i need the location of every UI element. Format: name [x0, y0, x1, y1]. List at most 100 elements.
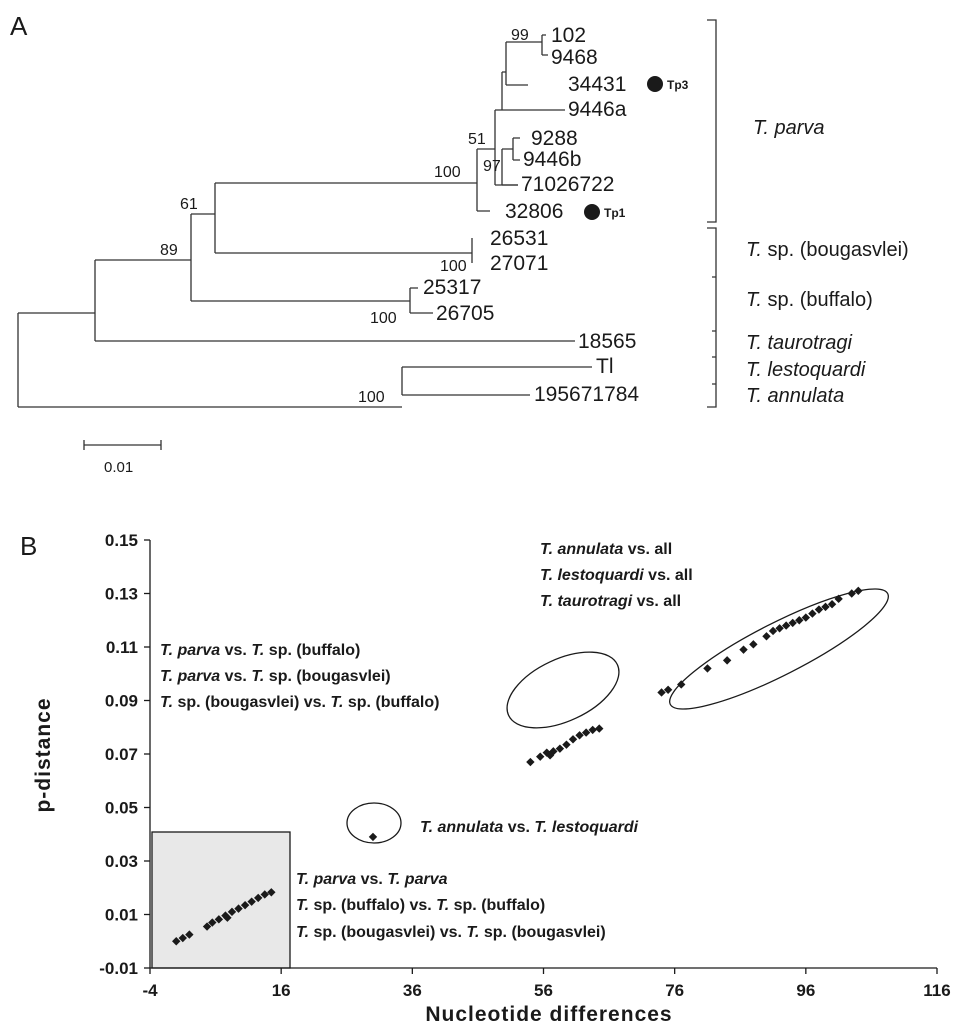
data-point [795, 616, 804, 625]
data-point [854, 586, 863, 596]
tip-9446b: 9446b [523, 148, 581, 171]
branch-node-top [501, 71, 565, 111]
tip-18565: 18565 [578, 330, 636, 353]
ann-species: T. [466, 924, 479, 941]
annotation-top: T. annulata vs. all T. lestoquardi vs. a… [540, 541, 693, 610]
branch-root [17, 312, 402, 408]
data-point [240, 900, 250, 910]
x-tick-label: 36 [403, 981, 422, 1000]
highlight-box [151, 831, 291, 969]
ellipse-mid [506, 651, 620, 729]
ann-species: T. annulata [540, 541, 623, 558]
ann-species: T. [436, 897, 449, 914]
data-point [555, 744, 565, 753]
x-axis-title: Nucleotide differences [425, 1003, 672, 1026]
ann-text: sp. (buffalo) vs. [309, 897, 436, 914]
branch-buffalo [409, 287, 433, 314]
bootstrap-100-bougasvlei: 100 [440, 258, 467, 275]
bootstrap-values: 99 51 97 100 61 89 100 100 100 [160, 27, 529, 406]
ann-species: T. [296, 897, 309, 914]
x-tick-label: 76 [665, 981, 684, 1000]
data-point [575, 731, 584, 740]
data-point [267, 888, 276, 897]
branch-node-99 [541, 34, 548, 56]
y-tick-label: 0.13 [105, 585, 138, 604]
bootstrap-100-buffalo: 100 [370, 310, 397, 327]
bracket-parva [707, 19, 717, 223]
data-point [808, 609, 817, 618]
tree-branches [17, 34, 592, 408]
scale-bar-line [83, 440, 162, 450]
clade-annulata-name: annulata [768, 385, 845, 407]
ann-species: T. [330, 694, 343, 711]
tp3-marker-icon [647, 76, 663, 92]
bracket-lower [707, 227, 717, 408]
branch-9288-9446b [512, 137, 520, 161]
ellipse-single [346, 802, 402, 844]
ann-mid-line1: T. parva vs. T. sp. (buffalo) [160, 642, 360, 659]
panel-b-label: B [20, 531, 37, 561]
clade-buffalo: T. sp. (buffalo) [746, 289, 873, 311]
tip-26531: 26531 [490, 227, 548, 250]
data-point [260, 890, 269, 899]
ann-mid-line3: T. sp. (bougasvlei) vs. T. sp. (buffalo) [160, 694, 439, 711]
ann-single-line: T. annulata vs. T. lestoquardi [420, 819, 639, 836]
ann-species: T. taurotragi [540, 593, 633, 610]
ann-mid-line2: T. parva vs. T. sp. (bougasvlei) [160, 668, 391, 685]
tip-25317: 25317 [423, 276, 481, 299]
ann-species: T. lestoquardi [534, 819, 638, 836]
tip-27071: 27071 [490, 252, 548, 275]
data-point [562, 740, 571, 749]
ann-top-line2: T. lestoquardi vs. all [540, 567, 693, 584]
ann-text: vs. all [644, 567, 693, 584]
ann-text: vs. [220, 642, 251, 659]
ann-species: T. parva [296, 871, 356, 888]
data-point [847, 589, 856, 598]
clade-lestoquardi-name: lestoquardi [768, 359, 866, 381]
annotation-bottom: T. parva vs. T. parva T. sp. (buffalo) v… [296, 871, 606, 941]
data-point [703, 664, 712, 673]
data-point [214, 915, 224, 924]
clade-taurotragi: T. taurotragi [746, 332, 853, 354]
tip-9446a: 9446a [568, 98, 627, 121]
data-point [749, 640, 758, 649]
tip-9288: 9288 [531, 127, 578, 150]
tip-9468: 9468 [551, 46, 598, 69]
data-point [788, 618, 797, 628]
genus-abbrev: T. [746, 332, 762, 354]
genus-abbrev: T. [746, 289, 762, 311]
panel-a-label: A [10, 11, 28, 41]
data-point [663, 685, 673, 694]
tip-34431: 34431 [568, 73, 626, 96]
data-point [536, 752, 545, 761]
clade-bougasvlei: T. sp. (bougasvlei) [746, 239, 909, 261]
ann-bottom-line3: T. sp. (bougasvlei) vs. T. sp. (bougasvl… [296, 924, 606, 941]
clade-brackets: T. parva T. sp. (bougasvlei) T. sp. (buf… [707, 19, 909, 408]
bootstrap-97: 97 [483, 158, 501, 175]
ann-species: T. parva [160, 642, 220, 659]
bootstrap-100-annulata: 100 [358, 389, 385, 406]
y-tick-label: 0.05 [105, 799, 138, 818]
genus-abbrev: T. [746, 359, 762, 381]
tick-layer: -4 16 36 56 76 96 116 -0.01 0.01 0.03 0.05 0.07 0.09… [99, 531, 950, 1000]
panel-b: B -4 16 36 56 76 96 116 -0.01 0.01 0.03 0.05 0.07 0.… [20, 531, 951, 1026]
y-tick-label: 0.01 [105, 906, 138, 925]
data-point [227, 907, 237, 917]
y-tick-label: -0.01 [99, 959, 138, 978]
y-tick-label: 0.09 [105, 692, 138, 711]
data-point [247, 897, 256, 906]
ann-species: T. parva [160, 668, 220, 685]
panel-a: A 102 9468 [10, 11, 909, 476]
scale-bar: 0.01 [83, 440, 162, 476]
tp3-label: Tp3 [667, 78, 689, 92]
data-point [568, 735, 578, 744]
clade-buffalo-name: sp. (buffalo) [768, 289, 873, 311]
tip-32806: 32806 [505, 200, 563, 223]
data-points [172, 586, 863, 946]
ann-species: T. [251, 668, 264, 685]
tip-26705: 26705 [436, 302, 494, 325]
tip-195671784: 195671784 [534, 383, 639, 406]
clade-parva-name: parva [774, 117, 825, 139]
clade-bougasvlei-name: sp. (bougasvlei) [768, 239, 909, 261]
